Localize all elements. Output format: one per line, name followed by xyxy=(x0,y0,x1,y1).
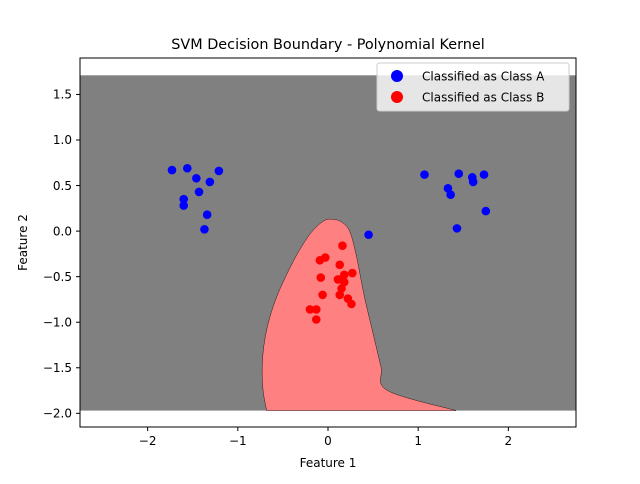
class-b-region xyxy=(261,218,457,411)
class-a-point xyxy=(167,165,177,175)
class-b-point xyxy=(315,255,325,265)
x-axis: −2 −1 0 1 2 xyxy=(139,427,512,448)
class-a-point xyxy=(179,201,189,210)
class-b-point xyxy=(311,315,321,324)
points-layer xyxy=(167,163,491,324)
class-b-point xyxy=(338,241,347,250)
class-a-point xyxy=(420,170,429,179)
legend-frame xyxy=(376,62,570,112)
class-b-point xyxy=(305,305,315,314)
class-a-point xyxy=(481,206,491,216)
x-tick-label: 0 xyxy=(324,434,332,448)
class-b-point xyxy=(311,305,321,314)
class-b-point xyxy=(318,290,327,300)
class-b-point xyxy=(348,268,357,278)
class-a-point xyxy=(200,224,209,234)
y-tick-label: 1.5 xyxy=(53,88,72,102)
legend-label: Classified as Class B xyxy=(422,90,544,104)
class-a-point xyxy=(479,170,489,179)
class-a-point xyxy=(194,187,204,197)
x-tick-label: 1 xyxy=(414,434,422,448)
decision-region-layer xyxy=(80,75,576,411)
y-tick-label: −1.0 xyxy=(43,315,72,329)
y-tick-label: 0.5 xyxy=(53,179,72,193)
class-a-point xyxy=(468,177,478,187)
class-a-point xyxy=(183,163,192,173)
class-a-point xyxy=(179,194,189,204)
legend: Classified as Class A Classified as Class… xyxy=(376,62,570,112)
y-axis: −2.0 −1.5 −1.0 −0.5 0.0 0.5 1.0 1.5 xyxy=(43,88,80,421)
x-tick-label: −2 xyxy=(139,434,157,448)
y-tick-label: −2.0 xyxy=(43,407,72,421)
class-a-point xyxy=(364,230,373,240)
legend-marker xyxy=(391,70,403,82)
class-a-point xyxy=(446,190,455,199)
class-b-point xyxy=(339,270,349,280)
class-a-point xyxy=(202,210,212,220)
y-tick-label: −1.5 xyxy=(43,361,72,375)
class-a-point xyxy=(205,177,215,187)
x-tick-label: 2 xyxy=(505,434,513,448)
y-tick-label: 0.0 xyxy=(53,224,72,238)
x-axis-label: Feature 1 xyxy=(300,456,357,470)
class-a-point xyxy=(454,169,464,179)
class-a-point xyxy=(452,224,462,233)
class-b-point xyxy=(335,290,345,300)
class-b-point xyxy=(335,260,345,270)
legend-label: Classified as Class A xyxy=(422,69,545,83)
y-axis-label: Feature 2 xyxy=(16,214,30,271)
legend-marker xyxy=(391,91,403,103)
class-b-point xyxy=(347,299,356,309)
chart-title: SVM Decision Boundary - Polynomial Kerne… xyxy=(171,37,484,53)
y-tick-label: 1.0 xyxy=(53,133,72,147)
y-tick-label: −0.5 xyxy=(43,270,72,284)
class-b-point xyxy=(316,273,326,282)
class-a-point xyxy=(214,166,224,176)
class-a-point xyxy=(192,173,201,183)
x-tick-label: −1 xyxy=(229,434,247,448)
